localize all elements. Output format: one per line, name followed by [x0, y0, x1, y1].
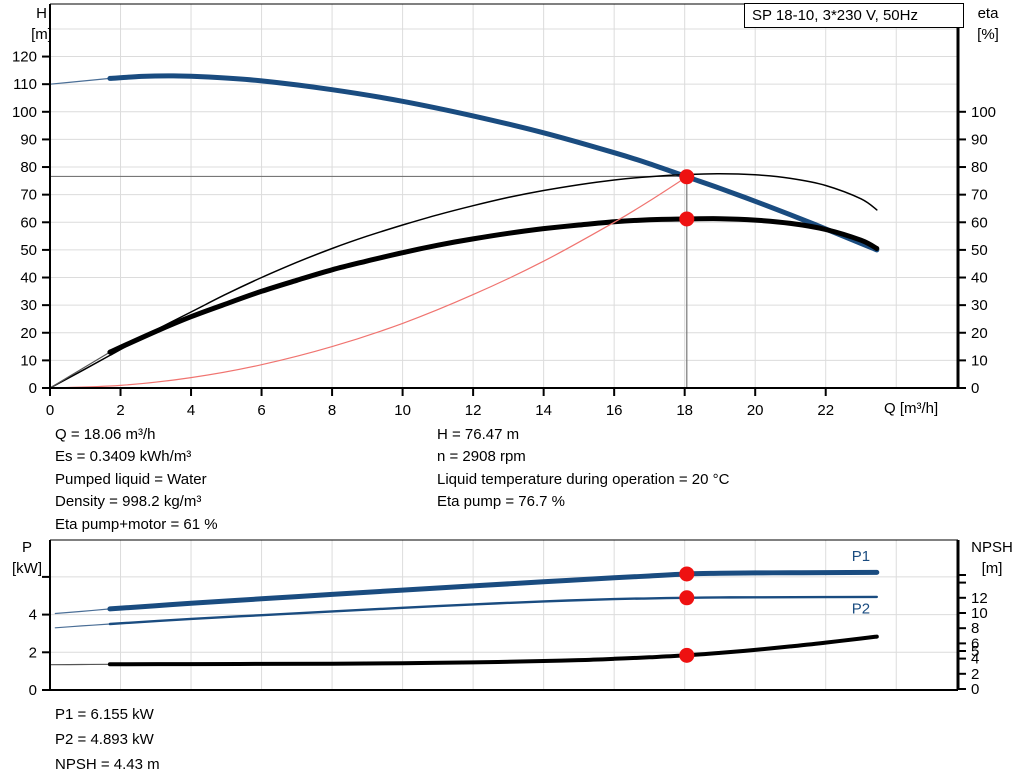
svg-text:4: 4 — [971, 651, 979, 668]
svg-text:60: 60 — [20, 214, 37, 231]
speed: n = 2908 rpm — [437, 448, 526, 466]
eta-pump-motor: Eta pump+motor = 61 % — [55, 515, 218, 533]
eta-pump: Eta pump = 76.7 % — [437, 493, 565, 511]
svg-text:12: 12 — [465, 402, 482, 419]
npsh-axis-label: NPSH [m] — [971, 539, 1013, 577]
svg-text:14: 14 — [535, 402, 552, 419]
svg-text:50: 50 — [971, 242, 988, 259]
svg-text:6: 6 — [971, 635, 979, 652]
svg-text:0: 0 — [29, 682, 37, 699]
duty-q: Q = 18.06 m³/h — [55, 426, 156, 443]
power-data: P1 = 6.155 kW P2 = 4.893 kW NPSH = 4.43 … — [55, 703, 160, 777]
svg-text:8: 8 — [971, 620, 979, 637]
svg-text:70: 70 — [20, 187, 37, 204]
svg-text:0: 0 — [29, 380, 37, 397]
svg-text:2: 2 — [971, 666, 979, 683]
svg-text:10: 10 — [971, 605, 988, 622]
chart-title: SP 18-10, 3*230 V, 50Hz — [752, 7, 918, 24]
svg-text:80: 80 — [971, 159, 988, 176]
svg-text:8: 8 — [328, 402, 336, 419]
svg-text:20: 20 — [747, 402, 764, 419]
svg-text:90: 90 — [20, 131, 37, 148]
svg-text:4: 4 — [29, 607, 37, 624]
svg-text:20: 20 — [971, 325, 988, 342]
svg-text:100: 100 — [971, 104, 996, 121]
svg-text:22: 22 — [817, 402, 834, 419]
svg-text:100: 100 — [12, 104, 37, 121]
svg-text:90: 90 — [971, 131, 988, 148]
svg-text:12: 12 — [971, 590, 988, 607]
density: Density = 998.2 kg/m³ — [55, 493, 202, 511]
eta-axis-label: eta [%] — [977, 5, 999, 43]
svg-text:70: 70 — [971, 187, 988, 204]
svg-text:2: 2 — [29, 644, 37, 661]
svg-text:5: 5 — [971, 643, 979, 660]
svg-text:0: 0 — [971, 681, 979, 698]
p1-value: P1 = 6.155 kW — [55, 706, 154, 723]
svg-text:120: 120 — [12, 49, 37, 66]
duty-es: Es = 0.3409 kWh/m³ — [55, 448, 192, 466]
q-axis-label: Q [m³/h] — [884, 400, 939, 417]
svg-text:80: 80 — [20, 159, 37, 176]
p2-value: P2 = 4.893 kW — [55, 730, 154, 748]
svg-text:P2: P2 — [852, 601, 870, 618]
pumped-liquid: Pumped liquid = Water — [55, 470, 207, 488]
svg-text:110: 110 — [13, 76, 37, 93]
duty-h: H = 76.47 m — [437, 426, 520, 443]
svg-text:60: 60 — [971, 214, 988, 231]
svg-text:30: 30 — [971, 297, 988, 314]
npsh-value: NPSH = 4.43 m — [55, 755, 160, 773]
p-axis-label: P [kW] — [12, 539, 42, 577]
liquid-temperature: Liquid temperature during operation = 20… — [437, 470, 730, 488]
svg-text:30: 30 — [20, 297, 37, 314]
h-axis-label: H [m] — [31, 5, 52, 43]
duty-data-left: Q = 18.06 m³/h Es = 0.3409 kWh/m³ Pumped… — [55, 424, 218, 536]
svg-text:10: 10 — [394, 402, 411, 419]
svg-text:50: 50 — [20, 242, 37, 259]
svg-text:0: 0 — [971, 380, 979, 397]
svg-text:4: 4 — [187, 402, 195, 419]
svg-text:6: 6 — [257, 402, 265, 419]
svg-text:40: 40 — [20, 270, 37, 287]
svg-text:10: 10 — [971, 352, 988, 369]
svg-text:40: 40 — [971, 270, 988, 287]
svg-text:P1: P1 — [852, 548, 870, 565]
svg-text:20: 20 — [20, 325, 37, 342]
svg-text:10: 10 — [20, 352, 37, 369]
svg-text:0: 0 — [46, 402, 54, 419]
duty-data-right: H = 76.47 m n = 2908 rpm Liquid temperat… — [437, 424, 729, 514]
svg-text:18: 18 — [676, 402, 693, 419]
chart-title-box: SP 18-10, 3*230 V, 50Hz — [744, 3, 964, 28]
svg-text:16: 16 — [606, 402, 623, 419]
svg-text:2: 2 — [116, 402, 124, 419]
